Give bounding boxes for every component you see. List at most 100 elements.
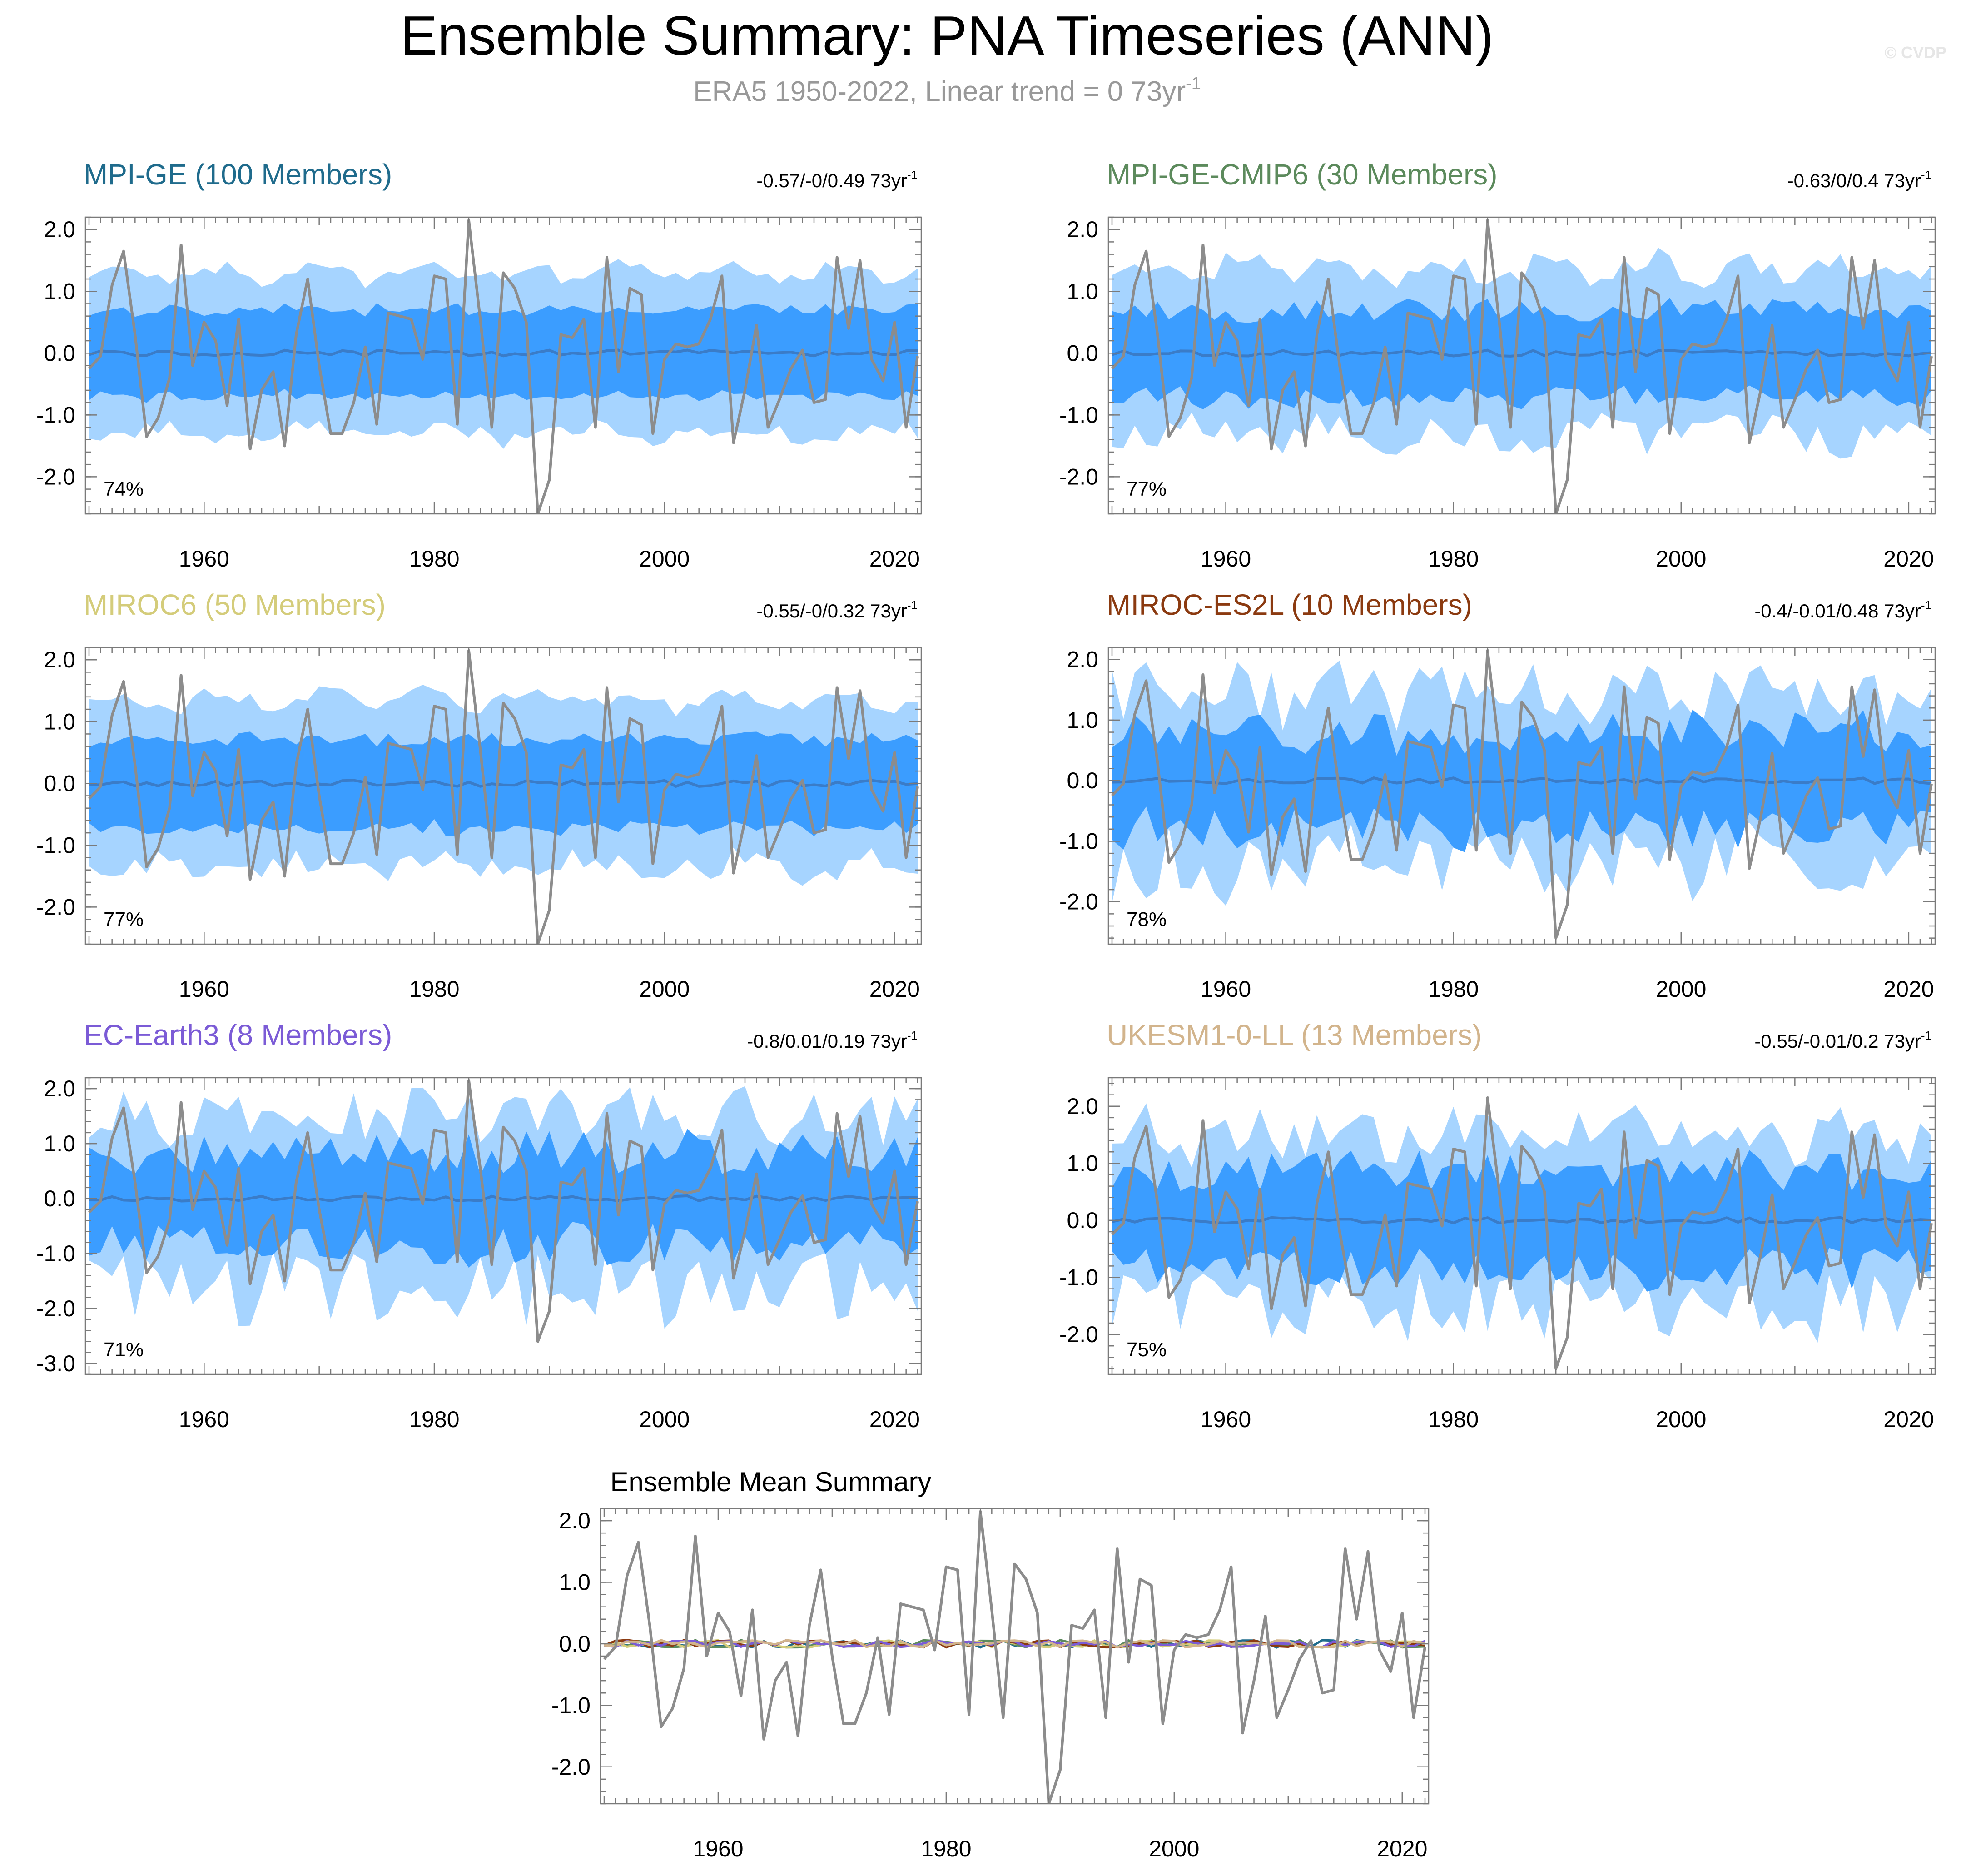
observed-era5-line xyxy=(88,649,919,944)
x-tick-label: 2000 xyxy=(1656,1407,1706,1432)
trend-label-sup: -1 xyxy=(1921,168,1931,182)
model-mean-line-5 xyxy=(604,1639,1425,1649)
trend-label-sup: -1 xyxy=(907,598,918,612)
ensemble-mean-line xyxy=(1112,1216,1932,1225)
panel-mpi-ge: -2.0 -1.0 0.0 1.0 2.0 1960 1980 2000 2020 MPI-GE … xyxy=(36,158,922,572)
figure-subtitle: ERA5 1950-2022, Linear trend = 0 73yr-1 xyxy=(693,74,1201,107)
trend-label: -0.55/-0.01/0.2 73yr-1 xyxy=(1754,1029,1931,1052)
x-tick-label: 2000 xyxy=(639,546,690,572)
y-tick-label: -2.0 xyxy=(551,1754,591,1780)
percent-label: 74% xyxy=(104,478,144,500)
x-tick-label: 2000 xyxy=(1656,546,1706,572)
x-tick-label: 2020 xyxy=(869,546,920,572)
y-tick-label: -1.0 xyxy=(1059,828,1098,854)
figure-title: Ensemble Summary: PNA Timeseries (ANN) xyxy=(401,5,1494,66)
y-tick-label: -1.0 xyxy=(36,832,75,858)
y-tick-label: 0.0 xyxy=(1067,340,1098,366)
y-tick-label: 2.0 xyxy=(1067,217,1098,242)
x-tick-label: 1960 xyxy=(179,1407,229,1432)
y-tick-label: -1.0 xyxy=(36,402,75,428)
y-tick-label: 1.0 xyxy=(1067,1150,1098,1176)
trend-label-sup: -1 xyxy=(907,168,918,182)
x-tick-label: 1980 xyxy=(1428,546,1479,572)
panel-title: UKESM1-0-LL (13 Members) xyxy=(1107,1019,1482,1051)
x-tick-label: 1960 xyxy=(179,976,229,1002)
y-tick-label: -1.0 xyxy=(1059,1265,1098,1290)
y-tick-label: 1.0 xyxy=(44,1131,75,1156)
y-tick-label: 0.0 xyxy=(44,1186,75,1211)
observed-era5-line xyxy=(1111,1096,1933,1370)
plot-area xyxy=(603,1510,1426,1804)
y-tick-label: -1.0 xyxy=(1059,402,1098,428)
y-tick-label: 0.0 xyxy=(559,1631,591,1657)
x-tick-label: 2020 xyxy=(869,976,920,1002)
trend-label: -0.57/-0/0.49 73yr-1 xyxy=(756,168,918,191)
y-tick-label: 2.0 xyxy=(1067,1094,1098,1119)
x-tick-label: 2000 xyxy=(639,1407,690,1432)
y-tick-label: -1.0 xyxy=(551,1692,591,1718)
y-tick-label: -2.0 xyxy=(1059,464,1098,489)
x-tick-label: 2020 xyxy=(1883,976,1934,1002)
panels-container: -2.0 -1.0 0.0 1.0 2.0 1960 1980 2000 2020 MPI-GE … xyxy=(36,158,1936,1861)
y-tick-label: 1.0 xyxy=(44,709,75,734)
plot-area xyxy=(1111,219,1933,514)
percent-label: 78% xyxy=(1127,908,1167,931)
trend-label-main: -0.8/0.01/0.19 73yr xyxy=(747,1030,907,1052)
ensemble-mean-line xyxy=(1112,776,1932,785)
x-tick-label: 1960 xyxy=(1201,1407,1251,1432)
x-tick-label: 1980 xyxy=(409,1407,459,1432)
figure-subtitle-main: ERA5 1950-2022, Linear trend = 0 73yr xyxy=(693,76,1186,107)
panel-miroc-es2l: -2.0 -1.0 0.0 1.0 2.0 1960 1980 2000 2020 MIROC-E… xyxy=(1059,588,1936,1002)
y-tick-label: -1.0 xyxy=(36,1241,75,1266)
x-tick-label: 2000 xyxy=(1656,976,1706,1002)
plot-area xyxy=(88,219,919,514)
panel-ensemble-mean-summary: -2.0 -1.0 0.0 1.0 2.0 1960 1980 2000 2020 Ensembl… xyxy=(551,1467,1430,1861)
y-tick-label: 2.0 xyxy=(1067,647,1098,672)
panel-mpi-ge-cmip6: -2.0 -1.0 0.0 1.0 2.0 1960 1980 2000 2020 MPI-GE-… xyxy=(1059,158,1936,572)
x-tick-label: 2000 xyxy=(1149,1836,1199,1861)
plot-area xyxy=(88,1079,919,1343)
y-tick-label: 1.0 xyxy=(1067,279,1098,304)
y-tick-label: 2.0 xyxy=(559,1508,591,1533)
plot-area xyxy=(88,649,919,944)
axis-frame xyxy=(600,1508,1430,1805)
observed-era5-line xyxy=(88,219,919,514)
trend-label: -0.8/0.01/0.19 73yr-1 xyxy=(747,1029,918,1052)
ensemble-mean-line xyxy=(89,1194,918,1203)
y-tick-label: 0.0 xyxy=(1067,768,1098,793)
percent-label: 77% xyxy=(1127,478,1167,500)
y-tick-label: 1.0 xyxy=(1067,707,1098,733)
figure-subtitle-sup: -1 xyxy=(1186,74,1201,93)
trend-label-sup: -1 xyxy=(907,1029,918,1042)
x-tick-label: 1960 xyxy=(693,1836,743,1861)
trend-label-sup: -1 xyxy=(1921,598,1931,612)
x-tick-label: 1960 xyxy=(1201,976,1251,1002)
plot-area xyxy=(1111,1096,1933,1370)
y-tick-label: 0.0 xyxy=(44,340,75,366)
trend-label-sup: -1 xyxy=(1921,1029,1931,1042)
percent-label: 75% xyxy=(1127,1339,1167,1361)
plot-area xyxy=(1111,649,1933,940)
trend-label: -0.55/-0/0.32 73yr-1 xyxy=(756,598,918,622)
y-tick-label: 1.0 xyxy=(559,1570,591,1595)
x-tick-label: 2020 xyxy=(869,1407,920,1432)
trend-label-main: -0.55/-0.01/0.2 73yr xyxy=(1754,1030,1921,1052)
y-tick-label: 0.0 xyxy=(44,771,75,796)
y-tick-label: -2.0 xyxy=(36,464,75,489)
x-tick-label: 1960 xyxy=(179,546,229,572)
panel-title: MIROC-ES2L (10 Members) xyxy=(1107,588,1472,621)
trend-label-main: -0.57/-0/0.49 73yr xyxy=(756,170,907,191)
x-tick-label: 1980 xyxy=(409,546,459,572)
panel-title: MPI-GE-CMIP6 (30 Members) xyxy=(1107,158,1498,191)
observed-era5-line xyxy=(603,1510,1426,1804)
x-tick-label: 1960 xyxy=(1201,546,1251,572)
ensemble-mean-line xyxy=(89,348,918,358)
y-tick-label: -2.0 xyxy=(36,894,75,920)
x-tick-label: 1980 xyxy=(1428,1407,1479,1432)
x-tick-label: 2000 xyxy=(639,976,690,1002)
x-tick-label: 1980 xyxy=(1428,976,1479,1002)
y-tick-label: 2.0 xyxy=(44,1076,75,1101)
y-tick-label: 1.0 xyxy=(44,279,75,304)
ensemble-mean-line xyxy=(1112,348,1932,358)
